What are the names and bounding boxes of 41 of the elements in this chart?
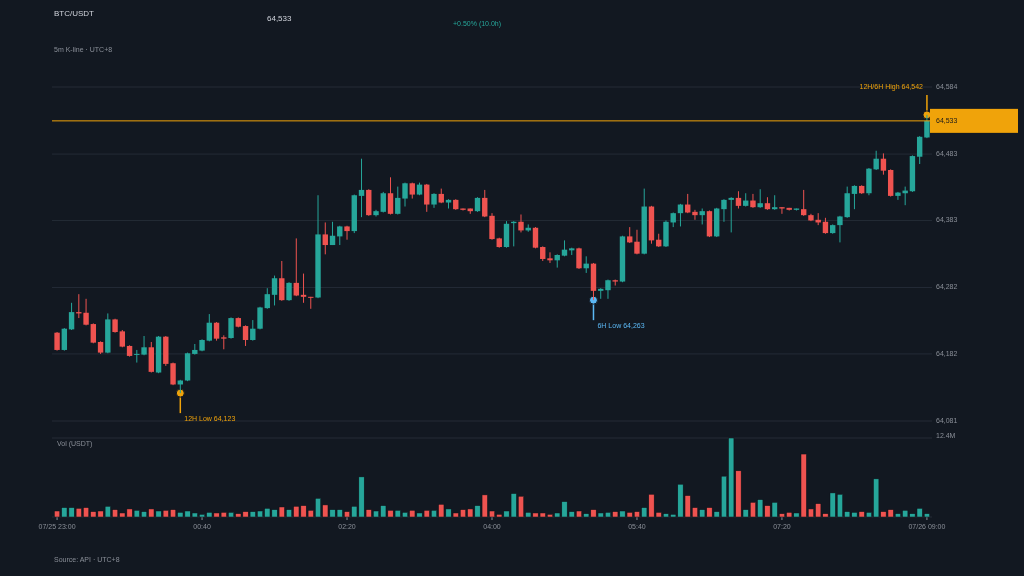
candlestick	[228, 316, 234, 340]
candlestick	[757, 188, 763, 209]
candlestick	[83, 298, 89, 326]
candlestick	[424, 183, 430, 213]
chart-title: BTC/USDT	[54, 9, 95, 18]
candlestick	[634, 229, 640, 255]
candlestick	[61, 327, 68, 352]
candlestick	[250, 319, 256, 342]
candlestick	[213, 321, 220, 342]
candlestick	[271, 275, 278, 306]
candlestick	[387, 176, 394, 215]
candlestick	[322, 221, 328, 255]
candlestick	[286, 281, 292, 302]
candlestick	[721, 198, 727, 223]
candlestick	[242, 324, 249, 347]
candlestick	[801, 189, 807, 217]
candlestick	[851, 184, 858, 210]
candlestick	[358, 158, 365, 218]
candlestick	[300, 273, 307, 304]
candlestick	[518, 213, 524, 233]
candlestick	[279, 260, 285, 302]
candlestick	[895, 191, 901, 201]
candlestick	[916, 135, 923, 165]
candlestick	[308, 296, 314, 310]
candlestick	[482, 189, 488, 218]
text: 64,533	[267, 14, 293, 23]
candlestick	[728, 196, 734, 233]
candlestick	[873, 150, 879, 171]
candlestick	[206, 313, 212, 342]
candlestick	[293, 237, 299, 297]
candlestick	[547, 251, 553, 264]
candlestick	[489, 212, 495, 241]
candlestick	[395, 186, 401, 215]
candlestick	[750, 193, 756, 209]
candlestick	[344, 225, 350, 241]
candlestick	[692, 209, 698, 221]
candlestick	[264, 287, 270, 310]
candlestick	[880, 152, 887, 176]
candlestick	[54, 331, 60, 352]
candlestick	[503, 220, 510, 249]
candlestick	[68, 302, 75, 331]
